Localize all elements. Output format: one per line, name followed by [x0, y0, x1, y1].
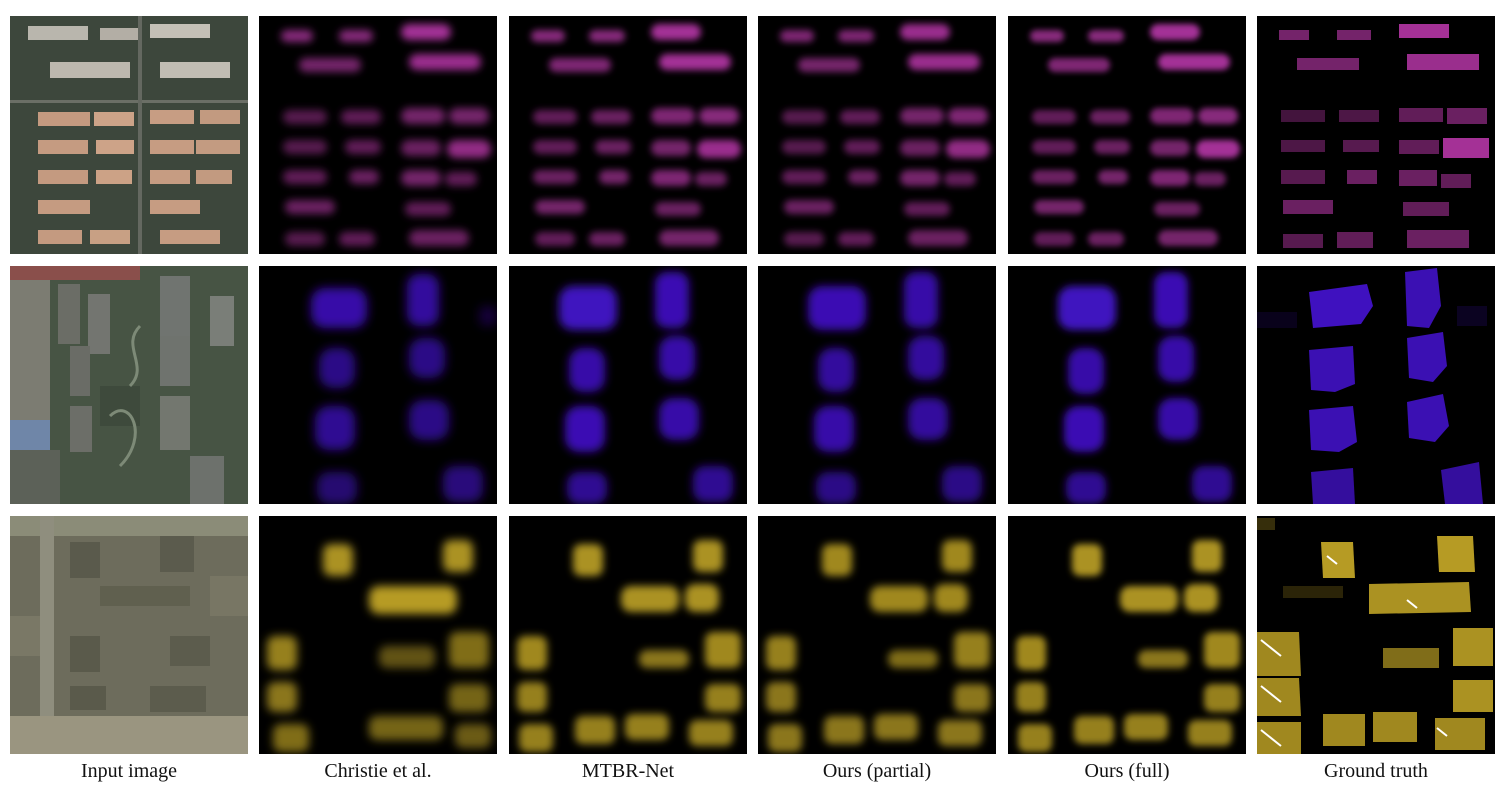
caption-mtbr-net: MTBR-Net: [581, 760, 675, 782]
tile-r3-ground-truth: [1257, 516, 1495, 754]
tile-r3-christie: [259, 516, 497, 754]
prediction-r2-christie: [311, 274, 497, 504]
tile-r2-ours-partial: [758, 266, 996, 504]
prediction-r1-mtbr: [531, 24, 741, 246]
aerial-image-r2: [10, 266, 248, 504]
tile-r1-ground-truth: [1257, 16, 1495, 254]
prediction-r2-ours-full: [1058, 272, 1232, 504]
caption-ours-partial: Ours (partial): [822, 760, 932, 782]
prediction-r2-mtbr: [559, 272, 733, 504]
caption-ours-full: Ours (full): [1084, 760, 1170, 782]
tile-r1-input: [10, 16, 248, 254]
tile-r1-mtbr: [509, 16, 747, 254]
caption-input-image: Input image: [80, 760, 178, 782]
tile-r1-ours-partial: [758, 16, 996, 254]
prediction-r2-ours-partial: [808, 272, 982, 504]
ground-truth-r1: [1279, 24, 1489, 248]
tile-r3-ours-partial: [758, 516, 996, 754]
tile-r2-ours-full: [1008, 266, 1246, 504]
tile-r3-mtbr: [509, 516, 747, 754]
tile-r1-christie: [259, 16, 497, 254]
prediction-r1-christie: [281, 24, 491, 246]
prediction-r3-mtbr: [517, 540, 741, 752]
tile-r2-input: [10, 266, 248, 504]
tile-r2-mtbr: [509, 266, 747, 504]
tile-r3-ours-full: [1008, 516, 1246, 754]
prediction-r3-christie: [267, 540, 491, 752]
aerial-image-r3: [10, 516, 248, 754]
figure-grid: [10, 16, 1495, 754]
prediction-r3-ours-full: [1016, 540, 1240, 752]
prediction-r1-ours-partial: [780, 24, 990, 246]
prediction-r3-ours-partial: [766, 540, 990, 752]
ground-truth-r3: [1257, 518, 1493, 754]
tile-r3-input: [10, 516, 248, 754]
prediction-r1-ours-full: [1030, 24, 1240, 246]
tile-r1-ours-full: [1008, 16, 1246, 254]
tile-r2-ground-truth: [1257, 266, 1495, 504]
ground-truth-r2: [1257, 268, 1487, 504]
caption-christie: Christie et al.: [324, 760, 432, 782]
aerial-image-r1: [10, 16, 248, 254]
tile-r2-christie: [259, 266, 497, 504]
caption-ground-truth: Ground truth: [1324, 760, 1428, 782]
